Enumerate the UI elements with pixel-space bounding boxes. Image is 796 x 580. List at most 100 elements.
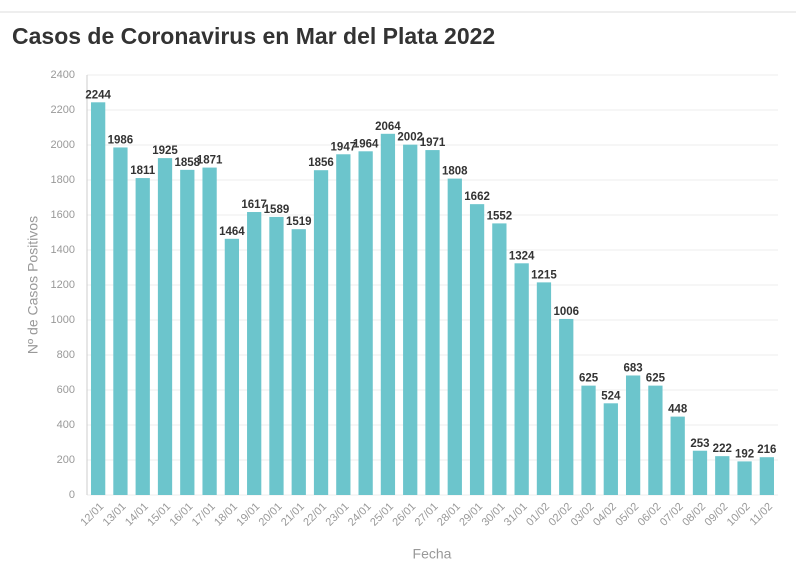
data-label: 1324	[509, 250, 535, 262]
x-tick-label: 31/01	[502, 501, 530, 529]
bar	[737, 461, 752, 495]
x-tick-label: 09/02	[702, 501, 730, 529]
y-tick-label: 1400	[51, 244, 75, 256]
bar	[648, 385, 663, 495]
x-tick-label: 10/02	[725, 501, 753, 529]
bar	[447, 178, 462, 495]
bar	[113, 147, 128, 495]
x-tick-label: 13/01	[101, 501, 129, 529]
bar	[492, 223, 507, 495]
bar	[336, 154, 351, 495]
bar	[380, 133, 396, 496]
data-label: 1808	[442, 166, 468, 178]
bar	[536, 282, 552, 495]
x-tick-label: 20/01	[257, 501, 285, 529]
bar	[202, 167, 217, 495]
x-tick-label: 17/01	[190, 501, 218, 529]
x-tick-label: 22/01	[301, 501, 329, 529]
x-tick-label: 28/01	[435, 501, 463, 529]
chart-title: Casos de Coronavirus en Mar del Plata 20…	[12, 23, 495, 49]
data-label: 1925	[152, 145, 178, 157]
y-tick-label: 1000	[51, 314, 75, 326]
bar	[625, 375, 641, 495]
data-label: 1617	[241, 199, 267, 211]
x-tick-label: 03/02	[569, 501, 597, 529]
data-label: 625	[646, 373, 666, 385]
bar	[670, 416, 685, 495]
bar	[91, 102, 106, 496]
x-tick-label: 25/01	[368, 501, 396, 529]
bar	[514, 263, 529, 495]
x-tick-label: 06/02	[636, 501, 664, 529]
bar	[425, 150, 440, 495]
y-tick-label: 2400	[51, 69, 75, 81]
bar	[469, 204, 485, 495]
bar	[157, 158, 173, 495]
data-label: 2244	[85, 89, 111, 101]
y-tick-label: 1200	[51, 279, 75, 291]
x-tick-label: 19/01	[234, 501, 262, 529]
bar	[403, 144, 418, 495]
x-tick-label: 21/01	[279, 501, 307, 529]
x-tick-label: 11/02	[748, 501, 775, 528]
data-label: 1464	[219, 226, 245, 238]
data-label: 1552	[487, 210, 513, 222]
y-tick-label: 0	[69, 489, 75, 501]
bar	[291, 229, 306, 496]
data-label: 1811	[130, 165, 156, 177]
data-label: 1986	[108, 134, 134, 146]
x-tick-label: 12/01	[78, 501, 106, 529]
data-label: 1519	[286, 216, 312, 228]
data-label: 1947	[331, 141, 357, 153]
y-axis-label: Nº de Casos Positivos	[25, 216, 41, 354]
x-tick-label: 24/01	[346, 501, 374, 529]
data-label: 2002	[397, 132, 423, 144]
x-tick-label: 14/01	[123, 501, 151, 529]
bar	[180, 169, 195, 495]
y-tick-label: 200	[57, 454, 75, 466]
x-tick-label: 27/01	[413, 501, 441, 529]
data-label: 1964	[353, 138, 379, 150]
x-tick-label: 05/02	[613, 501, 641, 529]
x-tick-label: 15/01	[145, 501, 173, 529]
y-tick-label: 2200	[51, 104, 75, 116]
bar	[358, 151, 373, 496]
data-label: 683	[624, 363, 643, 375]
bar	[313, 170, 329, 495]
bar	[603, 403, 618, 495]
x-tick-label: 29/01	[457, 501, 485, 529]
data-label: 1858	[175, 157, 201, 169]
bar	[692, 450, 708, 495]
y-tick-label: 2000	[51, 139, 75, 151]
bar	[715, 456, 730, 495]
x-tick-label: 01/02	[524, 501, 552, 529]
data-label: 1856	[308, 157, 334, 169]
x-tick-label: 04/02	[591, 501, 619, 529]
y-tick-label: 600	[57, 384, 75, 396]
data-label: 625	[579, 373, 599, 385]
x-tick-label: 16/01	[168, 501, 196, 529]
data-label: 1971	[420, 137, 446, 149]
y-tick-label: 1600	[51, 209, 75, 221]
x-tick-label: 08/02	[680, 501, 708, 529]
y-tick-label: 800	[57, 349, 75, 361]
y-tick-label: 400	[57, 419, 75, 431]
data-label: 1662	[464, 191, 490, 203]
x-tick-label: 26/01	[390, 501, 418, 529]
data-label: 524	[601, 390, 621, 402]
x-tick-label: 07/02	[658, 501, 686, 529]
data-label: 2064	[375, 121, 401, 133]
data-label: 222	[713, 443, 732, 455]
data-label: 216	[757, 444, 776, 456]
data-label: 1589	[264, 204, 290, 216]
x-tick-label: 23/01	[324, 501, 352, 529]
bar	[581, 385, 596, 495]
y-tick-label: 1800	[51, 174, 75, 186]
data-label: 448	[668, 404, 688, 416]
data-label: 1215	[531, 269, 557, 281]
bar	[759, 457, 774, 495]
data-label: 1006	[553, 306, 579, 318]
data-label: 192	[735, 448, 754, 460]
bar	[269, 216, 284, 496]
